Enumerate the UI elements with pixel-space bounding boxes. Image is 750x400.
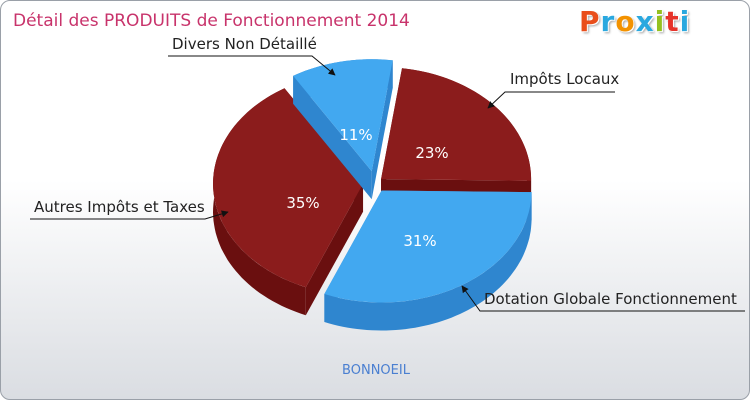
category-label: Autres Impôts et Taxes (34, 198, 205, 216)
pie-slice-edge (293, 75, 372, 200)
leader-lines (30, 55, 745, 312)
category-label: Divers Non Détaillé (172, 35, 317, 53)
pie-slice-4 (293, 59, 393, 200)
chart-title: Détail des PRODUITS de Fonctionnement 20… (13, 11, 410, 31)
pie-slice-edge (371, 60, 393, 200)
pie-slices (213, 59, 532, 331)
pie-slice-3 (213, 88, 364, 316)
pie-slice-top (324, 190, 532, 303)
category-label: Dotation Globale Fonctionnement (484, 290, 737, 308)
pie-slice-top (213, 88, 364, 288)
proxiti-logo: Proxiti (579, 5, 691, 38)
leader-line (487, 91, 615, 109)
pie-slice-1 (381, 68, 532, 209)
pie-slice-2 (324, 190, 532, 331)
category-labels: Impôts Locaux Dotation Globale Fonctionne… (34, 35, 737, 308)
leader-line (461, 285, 745, 312)
leader-line (30, 210, 229, 220)
pie-slice-side (324, 192, 532, 331)
category-label: Impôts Locaux (510, 70, 619, 88)
town-name: BONNOEIL (342, 363, 410, 378)
percent-label: 31% (403, 232, 436, 250)
percent-label: 23% (415, 144, 448, 162)
percent-labels: 23% 31% 35% 11% (286, 126, 448, 250)
leader-line (168, 55, 336, 76)
pie-slice-edge (305, 183, 364, 316)
percent-label: 35% (286, 194, 319, 212)
pie-slice-top (293, 59, 393, 172)
pie-slice-top (381, 68, 532, 181)
percent-label: 11% (339, 126, 372, 144)
